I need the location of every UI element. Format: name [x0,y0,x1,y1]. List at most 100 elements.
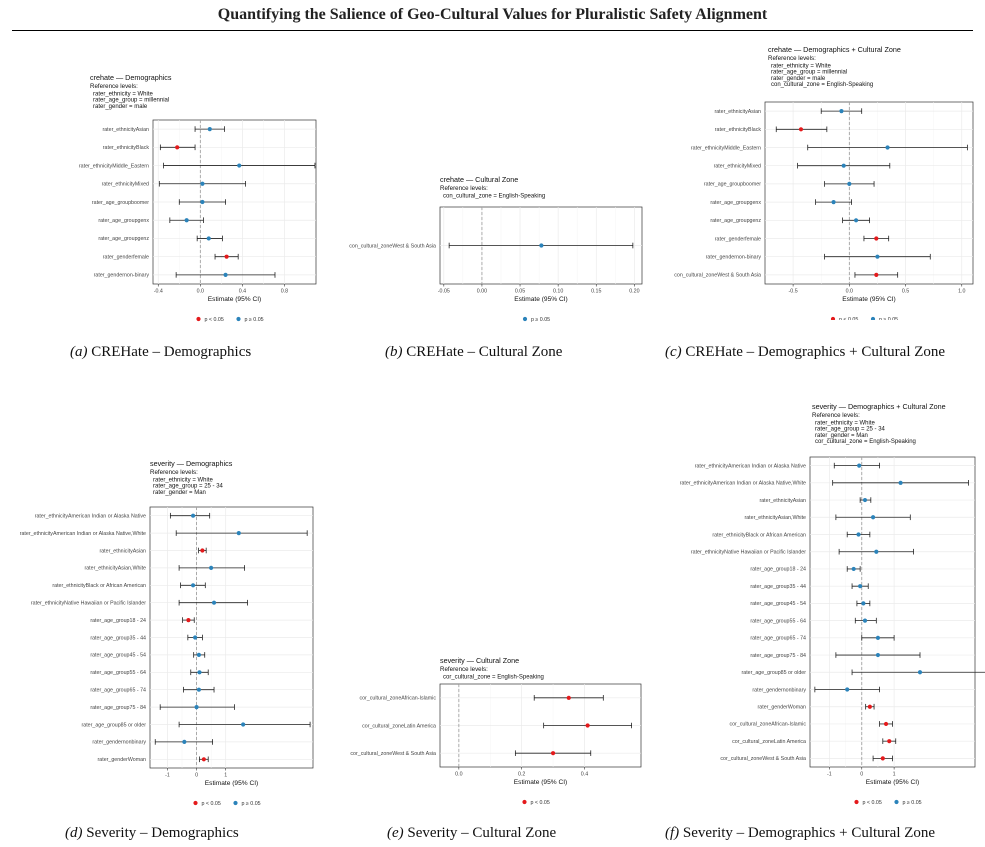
page-header-title: Quantifying the Salience of Geo-Cultural… [217,6,768,23]
chart-title: severity — Demographics + Cultural Zone [812,402,946,411]
legend-swatch [830,316,836,320]
estimate-point [184,218,189,223]
estimate-point [194,705,199,710]
x-axis-label: Estimate (95% CI) [842,296,896,303]
term-label: rater_gendernonbinary [92,740,146,746]
estimate-point [236,531,241,536]
caption-c: (c) CREHate – Demographics + Cultural Zo… [665,343,975,361]
estimate-point [875,652,881,658]
estimate-point [845,687,850,692]
estimate-point [898,480,903,485]
estimate-point [831,200,836,205]
estimate-point [861,601,866,606]
reference-level-line: rater_ethnicity = White [771,64,832,70]
term-label: rater_ethnicityNative Hawaiian or Pacifi… [31,601,146,607]
chart-title: crehate — Demographics [90,73,172,82]
legend-swatch [233,800,238,806]
legend-swatch [894,799,899,805]
reference-level-line: rater_ethnicity = White [815,421,876,427]
term-label: rater_ethnicityAsian [99,548,146,554]
x-tick-label: -0.4 [154,289,163,295]
term-label: cor_cultural_zoneLatin America [362,723,436,729]
term-label: rater_genderfemale [103,254,149,260]
x-tick-label: 0 [195,773,198,779]
legend-swatch [854,799,859,805]
reference-levels-title: Reference levels: [440,185,488,192]
term-label: rater_age_groupgenx [710,200,761,206]
estimate-point [880,756,885,761]
reference-level-line: rater_gender = male [771,76,826,82]
reference-levels-title: Reference levels: [150,469,198,476]
term-label: rater_ethnicityBlack [103,145,150,151]
reference-level-line: con_cultural_zone = English-Speaking [443,194,545,200]
term-label: rater_age_group55 - 64 [90,670,146,676]
term-label: rater_ethnicityBlack or African American [712,532,806,538]
term-label: rater_age_group35 - 44 [750,584,806,590]
caption-label: (b) [385,344,403,360]
reference-levels-title: Reference levels: [812,412,860,419]
term-label: cor_cultural_zoneWest & South Asia [720,756,806,762]
estimate-point [875,254,880,259]
chart-panel-e: severity — Cultural Zone Reference levels… [325,640,655,815]
term-label: rater_genderWoman [758,705,807,711]
estimate-point [200,548,205,553]
estimate-point [856,532,861,537]
reference-level-line: rater_ethnicity = White [93,92,154,98]
x-tick-label: -0.5 [789,289,798,295]
caption-text: CREHate – Demographics + Cultural Zone [685,344,946,360]
estimate-point [209,565,214,570]
reference-level-line: con_cultural_zone = English-Speaking [771,82,873,88]
estimate-point [200,181,205,186]
reference-levels-title: Reference levels: [440,666,488,673]
chart-panel-a: crehate — Demographics Reference levels: r… [0,60,325,325]
legend-swatch [522,799,527,805]
reference-level-line: rater_gender = Man [815,433,868,439]
legend-label: p < 0.05 [839,317,858,320]
caption-text: Severity – Cultural Zone [407,825,557,841]
x-tick-label: 0.0 [455,772,462,778]
estimate-point [887,739,892,744]
estimate-point [851,566,856,572]
estimate-point [883,721,889,727]
plot-panel [809,456,976,768]
term-label: rater_age_groupgenz [710,218,761,224]
term-label: rater_age_group65 - 74 [90,688,146,694]
legend-label: p ≥ 0.05 [242,801,261,807]
estimate-point [186,618,191,623]
estimate-point [196,687,201,692]
estimate-point [874,549,879,554]
caption-text: Severity – Demographics + Cultural Zone [682,825,936,841]
reference-level-line: rater_gender = male [93,104,148,110]
caption-label: (a) [70,344,88,360]
legend-swatch [870,316,876,320]
x-tick-label: 0.4 [581,772,588,778]
term-label: cor_cultural_zoneAfrican-Islamic [729,722,806,728]
estimate-point [241,722,246,727]
x-tick-label: 0.10 [553,289,563,295]
estimate-point [206,236,211,241]
x-tick-label: 0.8 [281,289,288,295]
caption-text: Severity – Demographics [86,825,239,841]
caption-text: CREHate – Cultural Zone [406,344,563,360]
x-axis-label: Estimate (95% CI) [205,780,259,787]
x-tick-label: 0.0 [197,289,204,295]
term-label: rater_ethnicityMixed [102,182,149,188]
legend-swatch [193,800,198,806]
reference-level-line: cor_cultural_zone = English-Speaking [443,675,544,681]
term-label: rater_ethnicityBlack or African American [52,583,146,589]
term-label: rater_age_groupgenx [98,218,149,224]
estimate-point [853,218,859,223]
chart-panel-c: crehate — Demographics + Cultural Zone Re… [655,30,985,320]
term-label: rater_age_group45 - 54 [90,653,146,659]
term-label: rater_ethnicityAmerican Indian or Alaska… [680,481,806,487]
chart-panel-b: crehate — Cultural Zone Reference levels:… [325,160,655,325]
estimate-point [839,109,844,114]
term-label: con_cultural_zoneWest & South Asia [349,243,436,249]
legend-swatch [522,316,528,322]
x-tick-label: 0.15 [591,289,601,295]
x-axis-label: Estimate (95% CI) [866,779,920,786]
x-tick-label: 1 [224,773,227,779]
caption-d: (d) Severity – Demographics [65,824,325,842]
